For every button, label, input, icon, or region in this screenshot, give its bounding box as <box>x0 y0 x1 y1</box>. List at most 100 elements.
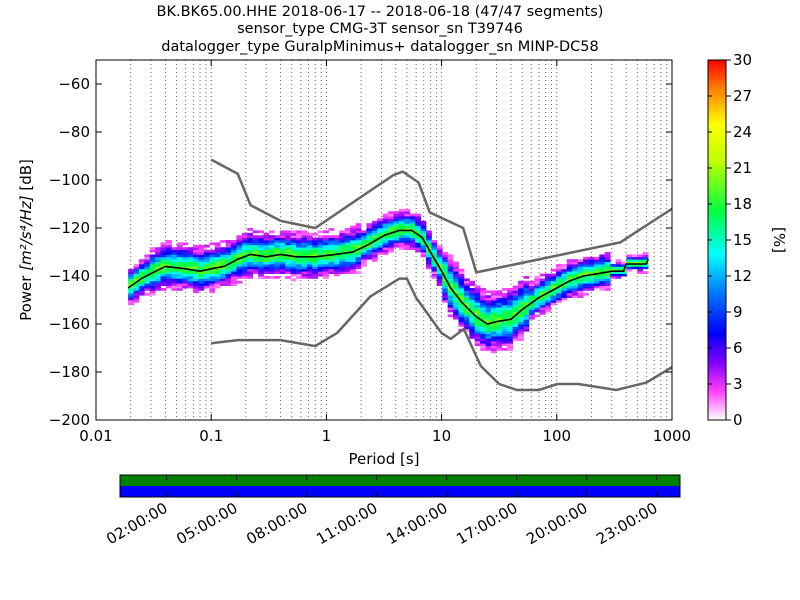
heatmap-cell <box>160 256 167 260</box>
heatmap-cell <box>409 223 416 226</box>
heatmap-cell <box>501 292 508 296</box>
heatmap-cell <box>566 261 573 265</box>
heatmap-cell <box>485 302 492 306</box>
heatmap-cell <box>371 249 378 253</box>
heatmap-cell <box>290 266 297 270</box>
heatmap-cell <box>247 244 254 248</box>
heatmap-cell <box>236 276 243 279</box>
colorbar-tick-label: 9 <box>733 303 743 321</box>
heatmap-cell <box>415 237 421 241</box>
heatmap-cell <box>388 223 394 226</box>
heatmap-cell <box>209 271 216 274</box>
heatmap-cell <box>128 268 134 272</box>
heatmap-cell <box>312 237 319 241</box>
heatmap-cell <box>138 280 145 284</box>
heatmap-cell <box>393 235 400 238</box>
heatmap-cell <box>220 259 227 262</box>
heatmap-cell <box>518 312 524 315</box>
heatmap-cell <box>469 319 476 322</box>
heatmap-cell <box>599 273 606 277</box>
heatmap-cell <box>415 223 421 226</box>
heatmap-cell <box>160 288 167 291</box>
heatmap-cell <box>290 271 297 274</box>
heatmap-cell <box>361 264 367 267</box>
heatmap-cell <box>290 249 297 253</box>
colorbar-tick-label: 27 <box>733 87 752 105</box>
mean-psd <box>127 229 649 325</box>
heatmap-cell <box>637 268 644 272</box>
heatmap-cell <box>507 319 514 322</box>
heatmap-cell <box>447 256 454 260</box>
heatmap-cell <box>355 230 362 234</box>
heatmap-cell <box>393 223 400 226</box>
heatmap-cell <box>588 280 595 284</box>
heatmap-cell <box>447 283 454 286</box>
heatmap-cell <box>312 273 319 277</box>
heatmap-cell <box>404 218 411 222</box>
heatmap-cell <box>258 259 264 262</box>
heatmap-cell <box>507 302 514 306</box>
heatmap-cell <box>534 285 541 289</box>
heatmap-cell <box>426 240 432 243</box>
heatmap-cell <box>474 319 481 322</box>
heatmap-cell <box>588 264 595 267</box>
heatmap-cell <box>528 304 535 308</box>
heatmap-cell <box>171 264 178 267</box>
heatmap-cell <box>339 249 346 253</box>
heatmap-cell <box>398 228 405 231</box>
heatmap-cell <box>252 259 259 262</box>
heatmap-cell <box>268 261 275 265</box>
heatmap-cell <box>431 240 438 243</box>
heatmap-cell <box>258 264 264 267</box>
heatmap-cell <box>361 259 367 262</box>
heatmap-cell <box>323 230 329 234</box>
heatmap-cell <box>377 249 384 253</box>
heatmap-cell <box>631 264 638 267</box>
heatmap-cell <box>393 244 400 248</box>
heatmap-cell <box>339 259 346 262</box>
heatmap-cell <box>339 266 346 270</box>
heatmap-cell <box>550 290 557 294</box>
heatmap-cell <box>312 266 319 270</box>
heatmap-cell <box>604 288 611 291</box>
heatmap-cell <box>593 266 600 270</box>
heatmap-cell <box>171 271 178 274</box>
heatmap-cell <box>312 268 319 272</box>
heatmap-cell <box>306 266 313 270</box>
heatmap-cell <box>203 283 210 286</box>
heatmap-cell <box>545 276 551 279</box>
heatmap-cell <box>431 268 438 272</box>
heatmap-cell <box>528 288 535 291</box>
heatmap-cell <box>539 290 546 294</box>
heatmap-cell <box>339 232 346 236</box>
heatmap-cell <box>604 264 611 267</box>
heatmap-cell <box>534 283 541 286</box>
heatmap-cell <box>518 288 524 291</box>
heatmap-cell <box>355 252 362 255</box>
heatmap-cell <box>398 232 405 236</box>
heatmap-cell <box>301 256 308 260</box>
heatmap-cell <box>518 336 524 339</box>
heatmap-cell <box>523 283 530 286</box>
heatmap-cell <box>128 300 134 303</box>
colorbar-tick-label: 6 <box>733 339 743 357</box>
heatmap-cell <box>398 220 405 224</box>
heatmap-cell <box>155 280 162 284</box>
heatmap-cell <box>377 240 384 243</box>
heatmap-cell <box>306 259 313 262</box>
heatmap-cell <box>301 268 308 272</box>
heatmap-cell <box>496 292 503 296</box>
heatmap-cell <box>312 271 319 274</box>
heatmap-cell <box>361 242 367 246</box>
heatmap-cell <box>306 244 313 248</box>
heatmap-cell <box>480 324 486 327</box>
heatmap-cell <box>556 266 562 270</box>
heatmap-cell <box>187 285 194 289</box>
heatmap-cell <box>577 271 584 274</box>
heatmap-cell <box>556 300 562 303</box>
heatmap-cell <box>268 264 275 267</box>
heatmap-cell <box>285 230 292 234</box>
heatmap-cell <box>474 324 481 327</box>
heatmap-cell <box>507 331 514 334</box>
